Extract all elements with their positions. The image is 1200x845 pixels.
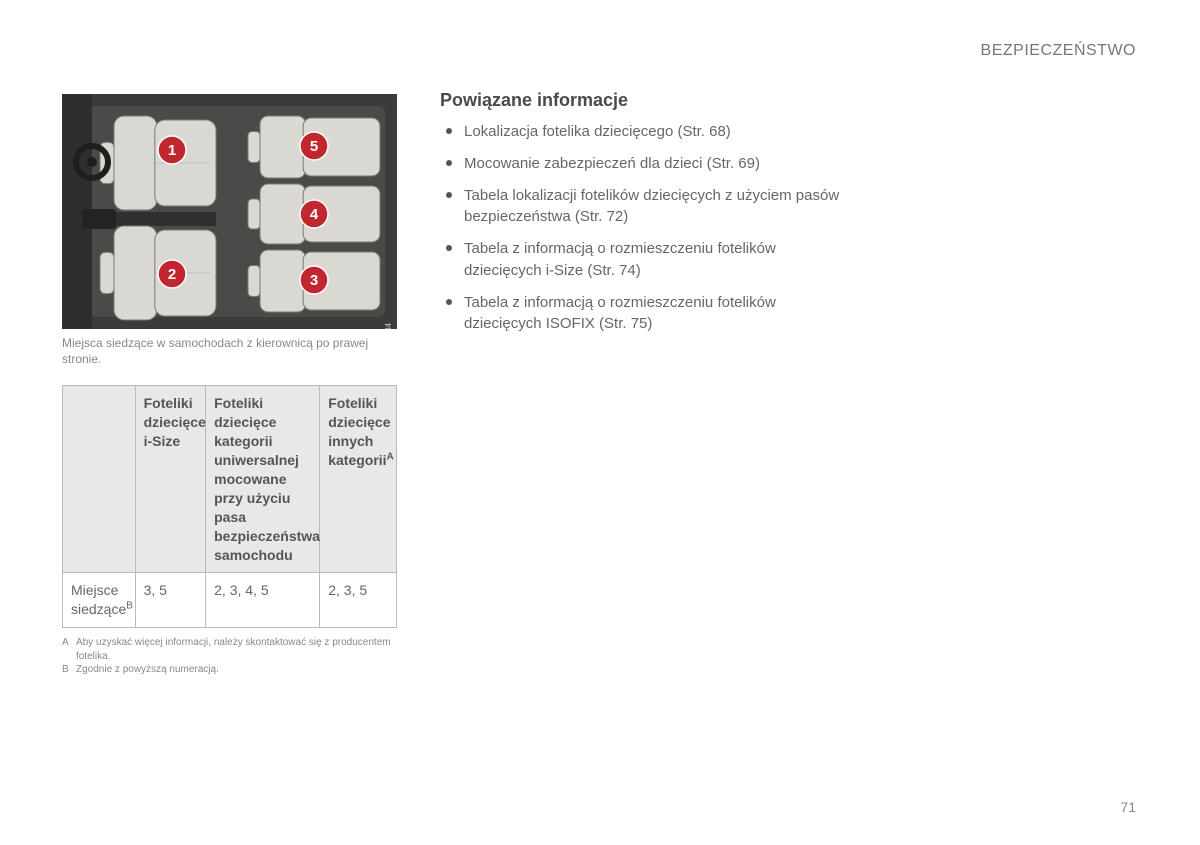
- section-header: BEZPIECZEŃSTWO: [981, 42, 1136, 60]
- table-cell-universal: 2, 3, 4, 5: [206, 573, 320, 628]
- footnote-a: A Aby uzyskać więcej informacji, należy …: [62, 636, 397, 663]
- svg-text:2: 2: [168, 266, 176, 283]
- table-head-isize: Foteliki dziecięce i-Size: [135, 386, 206, 573]
- svg-text:1: 1: [168, 142, 176, 159]
- svg-text:4: 4: [310, 206, 319, 223]
- related-info-item: Tabela lokalizacji fotelików dziecięcych…: [440, 185, 850, 229]
- svg-text:G085534: G085534: [384, 322, 393, 329]
- related-info-item: Mocowanie zabezpieczeń dla dzieci (Str. …: [440, 153, 850, 175]
- right-column: Powiązane informacje Lokalizacja fotelik…: [440, 90, 850, 345]
- related-info-title: Powiązane informacje: [440, 90, 850, 111]
- svg-text:3: 3: [310, 272, 318, 289]
- related-info-item: Tabela z informacją o rozmieszczeniu fot…: [440, 238, 850, 282]
- svg-text:5: 5: [310, 138, 318, 155]
- page-number: 71: [1120, 799, 1136, 815]
- table-cell-isize: 3, 5: [135, 573, 206, 628]
- table-head-empty: [63, 386, 136, 573]
- table-cell-other: 2, 3, 5: [320, 573, 397, 628]
- related-info-list: Lokalizacja fotelika dziecięcego (Str. 6…: [440, 121, 850, 335]
- table-head-other: Foteliki dziecięce innych kategoriiA: [320, 386, 397, 573]
- related-info-item: Lokalizacja fotelika dziecięcego (Str. 6…: [440, 121, 850, 143]
- figure-caption: Miejsca siedzące w samochodach z kierown…: [62, 335, 397, 367]
- footnote-b: B Zgodnie z powyższą numeracją.: [62, 663, 397, 677]
- footnotes: A Aby uzyskać więcej informacji, należy …: [62, 636, 397, 677]
- table-row-label: Miejsce siedząceB: [63, 573, 136, 628]
- left-column: 1 2 3 4 5 G085534 Miejsca siedzące w samochod…: [62, 94, 397, 677]
- seat-diagram: 1 2 3 4 5 G085534 Miejsca siedzące w samochod…: [62, 94, 397, 367]
- seat-diagram-svg: 1 2 3 4 5 G085534: [62, 94, 397, 329]
- table-head-universal: Foteliki dziecięce kategorii uniwersalne…: [206, 386, 320, 573]
- seat-category-table: Foteliki dziecięce i-Size Foteliki dziec…: [62, 385, 397, 628]
- page: BEZPIECZEŃSTWO 1 2 3 4 5 G085534 Miejsca sied…: [0, 0, 1200, 845]
- related-info-item: Tabela z informacją o rozmieszczeniu fot…: [440, 292, 850, 336]
